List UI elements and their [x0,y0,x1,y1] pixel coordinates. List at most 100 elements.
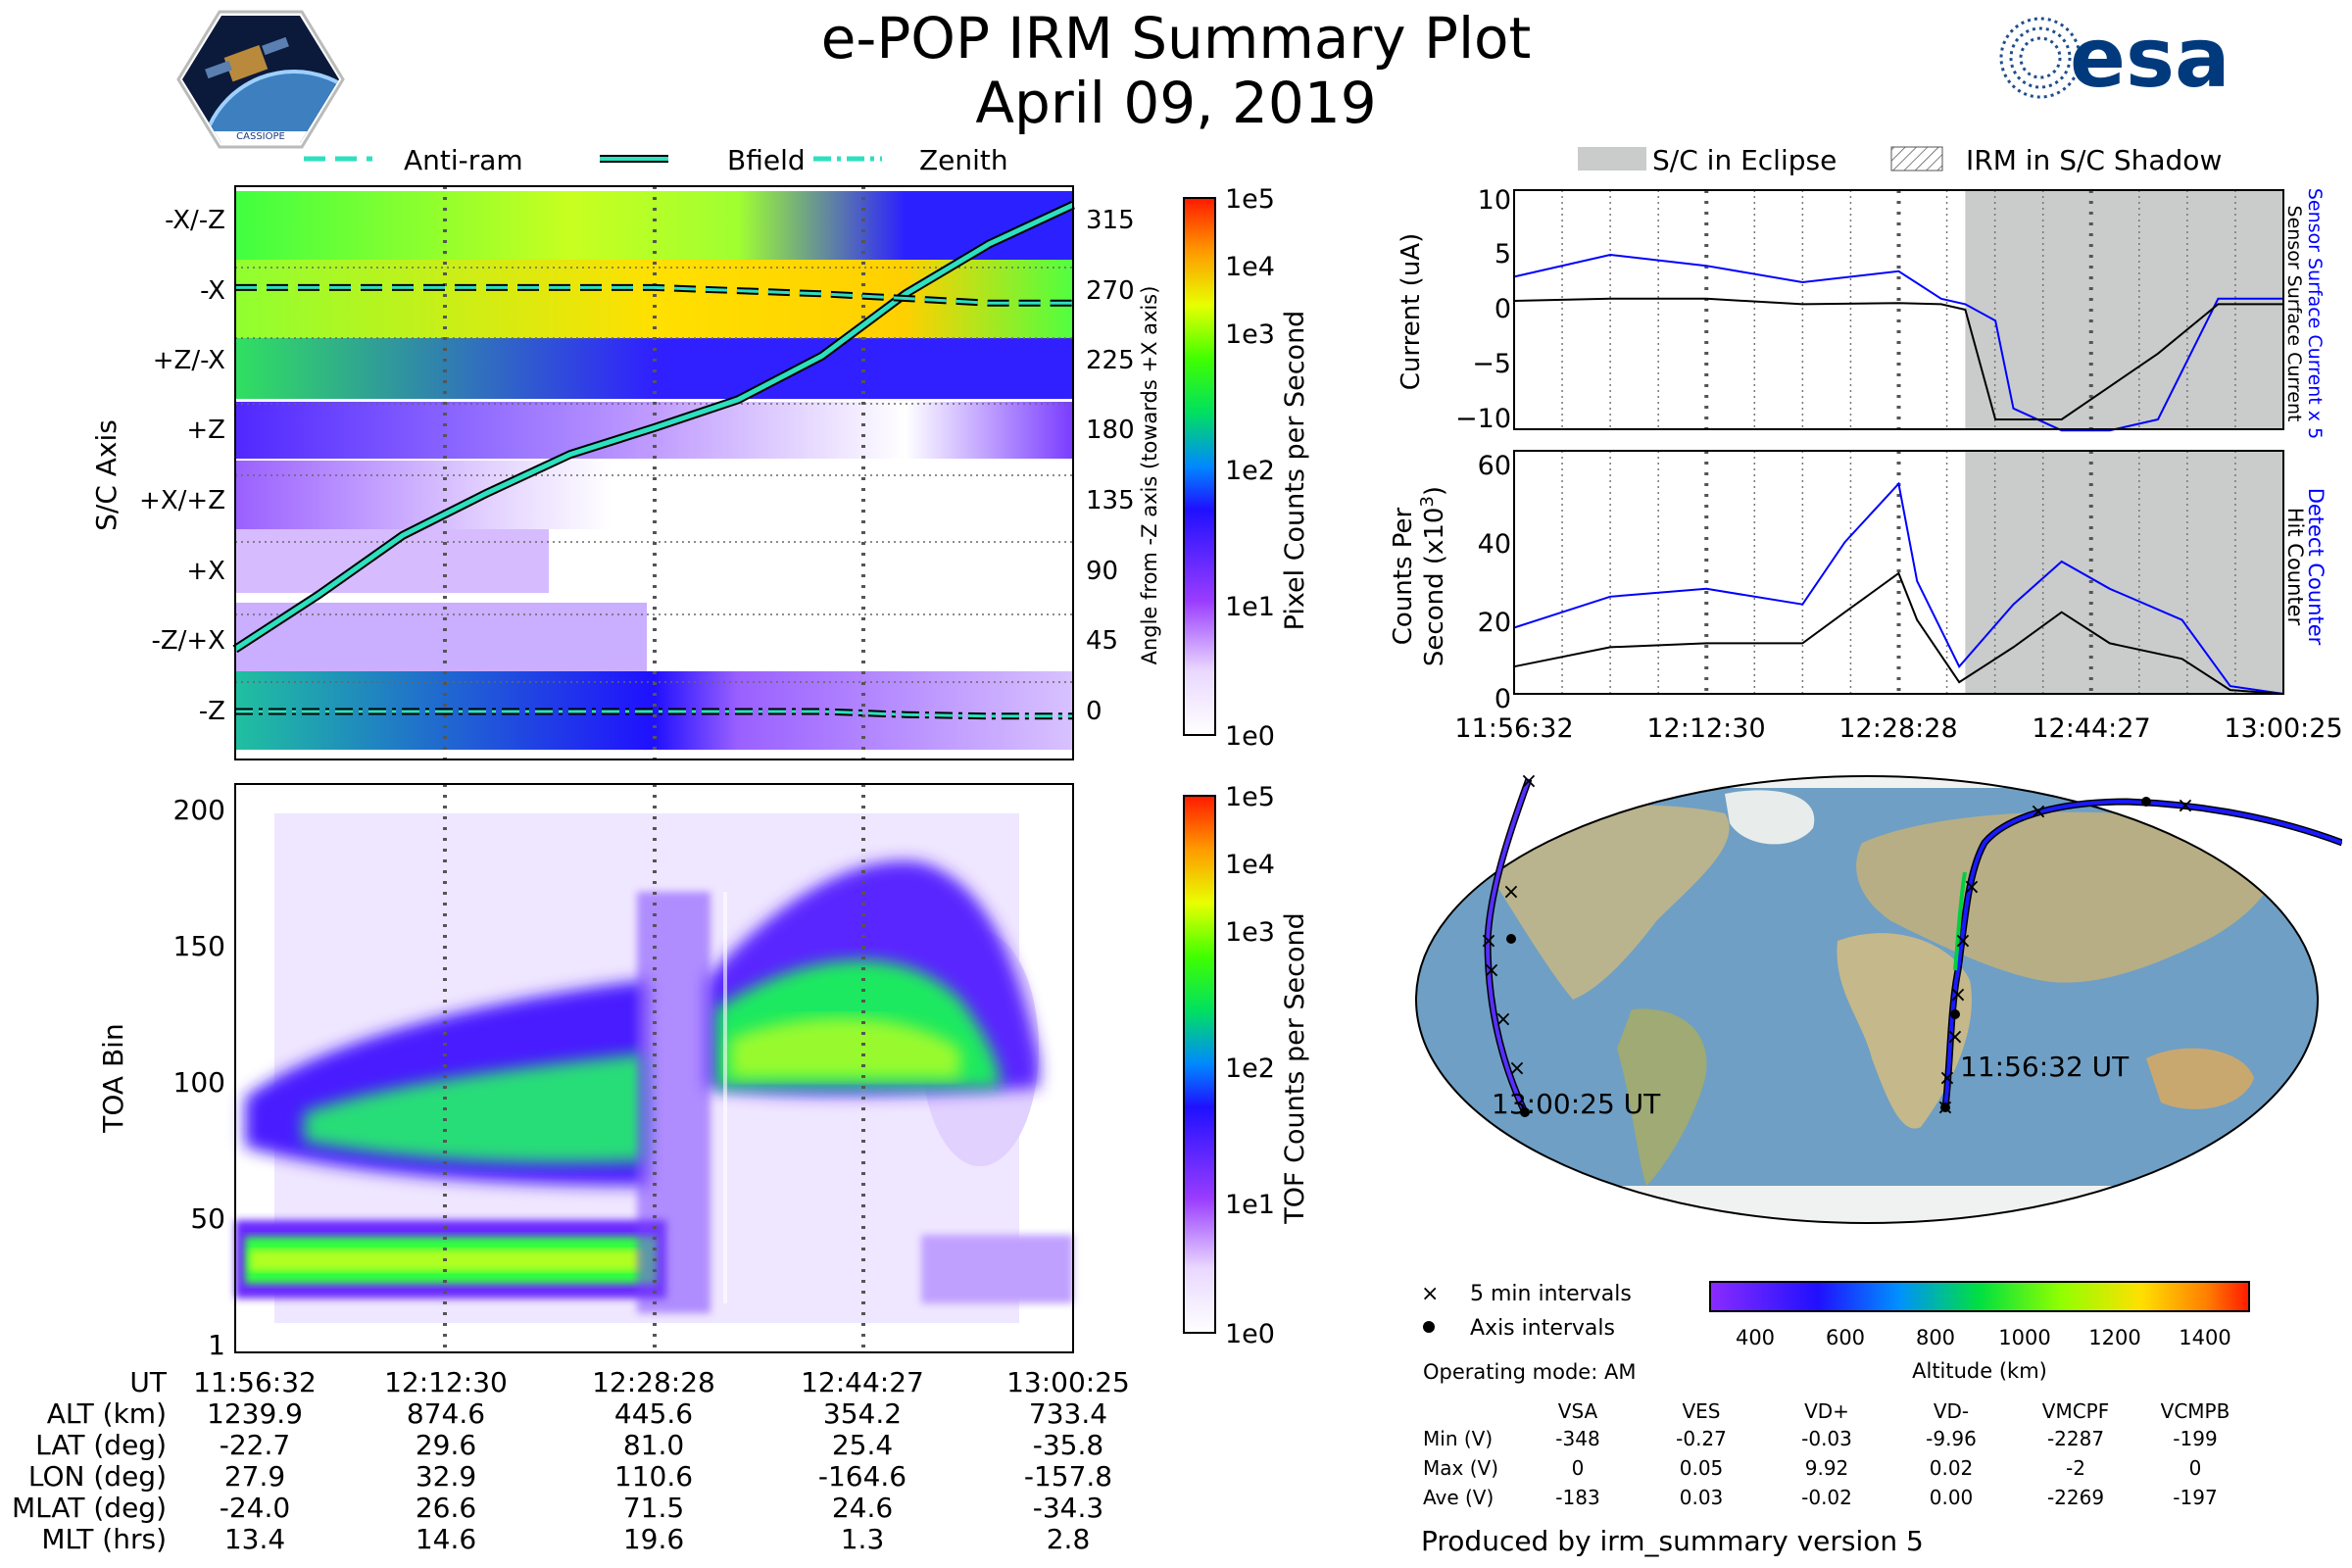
axis-ylabel: S/C Axis [90,419,122,531]
counts-frame [1513,450,2284,695]
readout-row: MLT (hrs) 13.4 14.6 19.6 1.3 2.8 [0,1524,1176,1555]
voltage-cell: -2269 [2046,1486,2105,1509]
voltage-cell: 0.03 [1679,1486,1724,1509]
track-east [1943,799,2342,1108]
readout-label: MLAT (deg) [11,1492,167,1524]
toa-yticks: 200 150 100 50 1 [173,794,225,1361]
readout-cell: 1.3 [840,1523,885,1555]
patch-text: CASSIOPE [236,131,285,142]
dot-marker-icon [1423,1321,1435,1333]
cnt-tick-20: 20 [1478,608,1511,638]
toa-panel: 200 150 100 50 1 TOA Bin 1e5 1e4 1e3 1e2… [97,782,1310,1361]
five-min-marker-icon: × [2030,800,2047,824]
esa-logo-text: esa [2070,14,2230,102]
angle-tick-45: 45 [1086,626,1118,656]
angle-tick-180: 180 [1086,416,1135,445]
pixel-cb-1e4: 1e4 [1225,252,1275,282]
readout-row: UT 11:56:32 12:12:30 12:28:28 12:44:27 13:00:… [0,1367,1176,1398]
readout-cell: 19.6 [622,1523,685,1555]
footer-text: Produced by irm_summary version 5 [1421,1525,1924,1557]
counts-right-black: Hit Counter [2283,508,2307,626]
orbit-map: ×××××××××××××× 11:56:32 UT 13:00:25 UT [1415,774,2342,1224]
voltage-cell: -0.02 [1801,1486,1852,1509]
readout-cell: 354.2 [822,1397,903,1430]
axis-label-mz: -Z [199,697,225,726]
readout-label: MLT (hrs) [41,1523,167,1555]
voltage-header: VD- [1933,1399,1970,1423]
axis-interval-marker [1950,1009,1960,1019]
current-series-0 [1513,253,2283,432]
voltage-header: VSA [1557,1399,1598,1423]
readout-cell: 25.4 [831,1429,894,1461]
voltage-header: VCMPB [2160,1399,2230,1423]
alt-tick-1000: 1000 [1998,1326,2050,1349]
readout-row: LAT (deg) -22.7 29.6 81.0 25.4 -35.8 [0,1430,1176,1461]
voltage-cell: -183 [1555,1486,1600,1509]
five-min-marker-icon: × [1949,983,1967,1007]
axis-left-ticks: -X/-Z -X +Z/-X +Z +X/+Z +X -Z/+X -Z [139,206,225,726]
tof-cb-1e4: 1e4 [1225,850,1275,880]
track-east-green [1953,871,1967,971]
readout-cell: 81.0 [622,1429,685,1461]
xtick-1: 12:12:30 [1646,713,1765,743]
five-min-marker-icon: × [1480,929,1497,954]
current-series-1 [1513,297,2283,420]
tof-cb-1e5: 1e5 [1225,782,1275,812]
toa-tick-1: 1 [208,1329,225,1361]
axis-label-pz: +Z [186,416,225,445]
five-min-marker-icon: × [1963,875,1981,900]
voltage-cell: -0.27 [1676,1427,1727,1450]
tof-cb-1e0: 1e0 [1225,1319,1275,1349]
cur-tick-m5: −5 [1472,349,1511,379]
axis-label-px: +X [186,557,225,586]
readout-cell: 71.5 [622,1492,685,1524]
tof-cb-1e3: 1e3 [1225,917,1275,948]
current-plot [1513,189,2284,432]
readout-cell: 733.4 [1028,1397,1108,1430]
orbit-track: ×××××××××××××× [1480,774,2342,1120]
legend-zenith: Zenith [919,144,1008,176]
cur-tick-m10: −10 [1455,404,1511,434]
readout-cell: -35.8 [1032,1429,1104,1461]
readout-row: ALT (km) 1239.9 874.6 445.6 354.2 733.4 [0,1398,1176,1430]
readout-cell: 12:44:27 [801,1366,924,1398]
readout-cell: 11:56:32 [193,1366,317,1398]
readout-cell: 24.6 [831,1492,894,1524]
readout-cell: 2.8 [1046,1523,1091,1555]
cassiope-patch-icon: CASSIOPE [176,10,345,149]
legend-anti-ram: Anti-ram [404,144,523,176]
map-end-label: 13:00:25 UT [1492,1088,1661,1120]
cnt-tick-0: 0 [1494,684,1511,714]
shadow-legend-swatch [1890,146,1943,172]
cur-tick-5: 5 [1494,239,1511,270]
current-frame [1513,189,2284,430]
counts-ylabel-line2: Second (x10 [1420,508,1449,667]
alt-tick-1200: 1200 [2088,1326,2140,1349]
five-min-marker-icon: × [1483,958,1500,983]
readout-cell: 27.9 [223,1460,286,1493]
readout-cell: 26.6 [415,1492,477,1524]
readout-label: UT [129,1366,167,1398]
map-legend: × 5 min intervals Axis intervals Operati… [1421,1281,2250,1384]
angle-tick-135: 135 [1086,486,1135,515]
tof-cb-1e1: 1e1 [1225,1190,1275,1220]
voltage-table: VSA VES VD+ VD- VMCPF VCMPB Min (V) -348 -0.27 -0… [1411,1399,2342,1517]
voltage-row-label: Min (V) [1423,1427,1494,1450]
pixel-cb-1e3: 1e3 [1225,319,1275,350]
voltage-cell: -2 [2066,1456,2085,1480]
legend-5min: 5 min intervals [1470,1282,1632,1306]
voltage-cell: -199 [2173,1427,2218,1450]
cnt-tick-40: 40 [1478,529,1511,560]
counts-yticks: 60 40 20 0 [1478,451,1511,714]
readout-cell: 29.6 [415,1429,477,1461]
pixel-cb-1e1: 1e1 [1225,592,1275,622]
voltage-header: VD+ [1804,1399,1849,1423]
five-min-marker-icon: × [1938,1066,1956,1091]
current-right-black: Sensor Surface Current [2283,206,2305,422]
map-start-label: 11:56:32 UT [1960,1051,2130,1083]
x-marker-icon: × [1421,1282,1439,1306]
counts-xticks: 11:56:32 12:12:30 12:28:28 12:44:27 13:0… [1454,713,2342,743]
counts-plot [1513,450,2284,695]
xtick-4: 13:00:25 [2224,713,2342,743]
voltage-cell: -197 [2173,1486,2218,1509]
